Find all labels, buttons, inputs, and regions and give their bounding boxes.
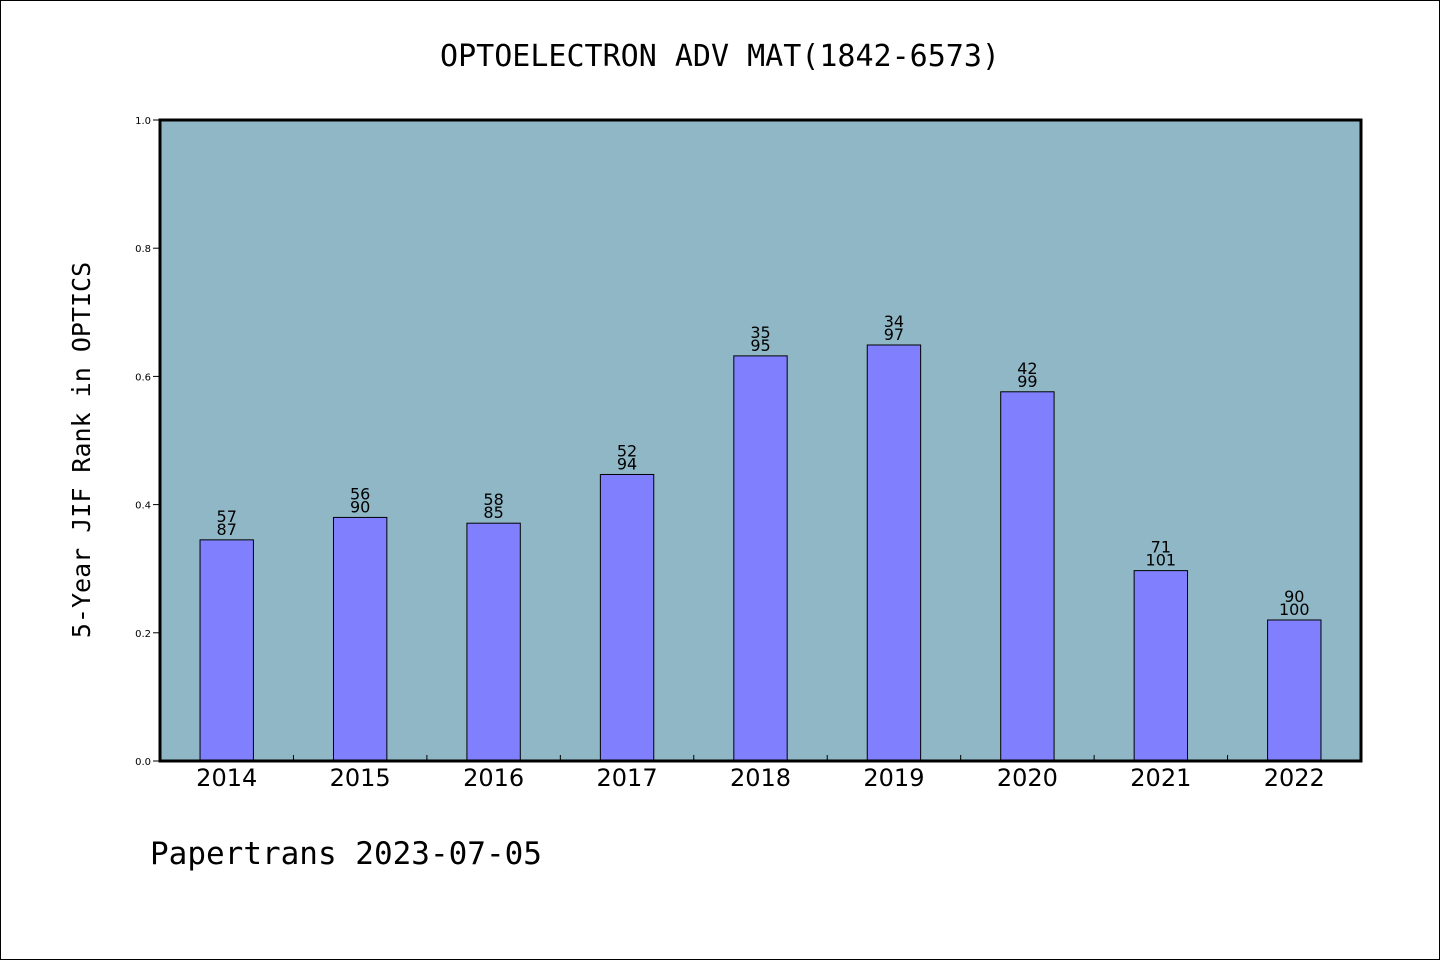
bar xyxy=(867,345,920,761)
x-tick-label: 2016 xyxy=(463,764,524,792)
y-axis: 0.0 0.2 0.4 0.6 0.8 1.0 xyxy=(135,116,160,768)
bar xyxy=(1134,571,1187,761)
y-axis-label: 5-Year JIF Rank in OPTICS xyxy=(67,262,96,638)
x-tick-label: 2017 xyxy=(597,764,658,792)
bar xyxy=(467,523,520,761)
y-tick-label: 1.0 xyxy=(135,116,151,127)
x-tick-label: 2018 xyxy=(730,764,791,792)
bar-total-label: 99 xyxy=(1017,372,1037,391)
bar-total-label: 90 xyxy=(350,497,370,516)
x-tick-label: 2021 xyxy=(1130,764,1191,792)
bar-total-label: 97 xyxy=(884,325,904,344)
y-tick-label: 0.2 xyxy=(135,629,151,640)
x-tick-label: 2022 xyxy=(1264,764,1325,792)
bar-chart: OPTOELECTRON ADV MAT(1842-6573) 5-Year J… xyxy=(0,0,1440,960)
bar-total-label: 100 xyxy=(1279,600,1310,619)
bar xyxy=(200,540,253,761)
bar xyxy=(1268,620,1321,761)
y-tick-label: 0.6 xyxy=(135,372,151,383)
bar-total-label: 94 xyxy=(617,454,637,473)
x-tick-label: 2019 xyxy=(863,764,924,792)
chart-title: OPTOELECTRON ADV MAT(1842-6573) xyxy=(440,39,1000,74)
footer-credit: Papertrans 2023-07-05 xyxy=(150,836,542,872)
x-tick-label: 2020 xyxy=(997,764,1058,792)
bar-total-label: 85 xyxy=(483,503,503,522)
y-tick-label: 0.0 xyxy=(135,757,151,768)
y-tick-label: 0.4 xyxy=(135,501,151,512)
y-tick-label: 0.8 xyxy=(135,244,151,255)
bar xyxy=(333,517,386,761)
bar-total-label: 95 xyxy=(750,336,770,355)
bar xyxy=(600,474,653,761)
bar xyxy=(1001,392,1054,761)
x-tick-label: 2015 xyxy=(330,764,391,792)
bar xyxy=(734,356,787,761)
bar-total-label: 87 xyxy=(217,520,237,539)
x-tick-label: 2014 xyxy=(196,764,257,792)
bar-total-label: 101 xyxy=(1146,551,1177,570)
